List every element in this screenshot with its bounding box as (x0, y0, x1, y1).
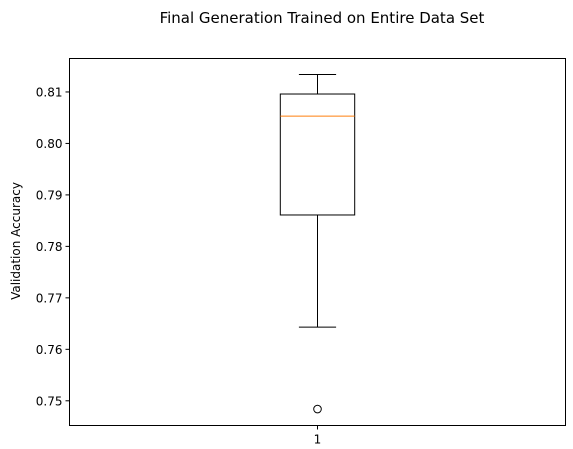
outlier-point (313, 404, 322, 414)
y-tick-label: 0.75 (36, 394, 63, 408)
y-tick-label: 0.80 (36, 137, 63, 151)
x-axis-ticks: 1 (314, 425, 322, 447)
y-tick-label: 0.76 (36, 343, 63, 357)
chart-title: Final Generation Trained on Entire Data … (160, 9, 485, 27)
y-tick-label: 0.79 (36, 188, 63, 202)
y-axis-label: Validation Accuracy (9, 182, 23, 300)
iqr-box (279, 93, 356, 216)
plot-area-frame (69, 58, 566, 426)
y-tick-label: 0.81 (36, 85, 63, 99)
y-tick-label: 0.78 (36, 240, 63, 254)
y-tick-label: 0.77 (36, 291, 63, 305)
x-tick-label: 1 (314, 433, 322, 447)
y-axis-ticks: 0.75 0.76 0.77 0.78 0.79 0.80 0.81 (36, 85, 70, 408)
box-series (279, 73, 356, 414)
